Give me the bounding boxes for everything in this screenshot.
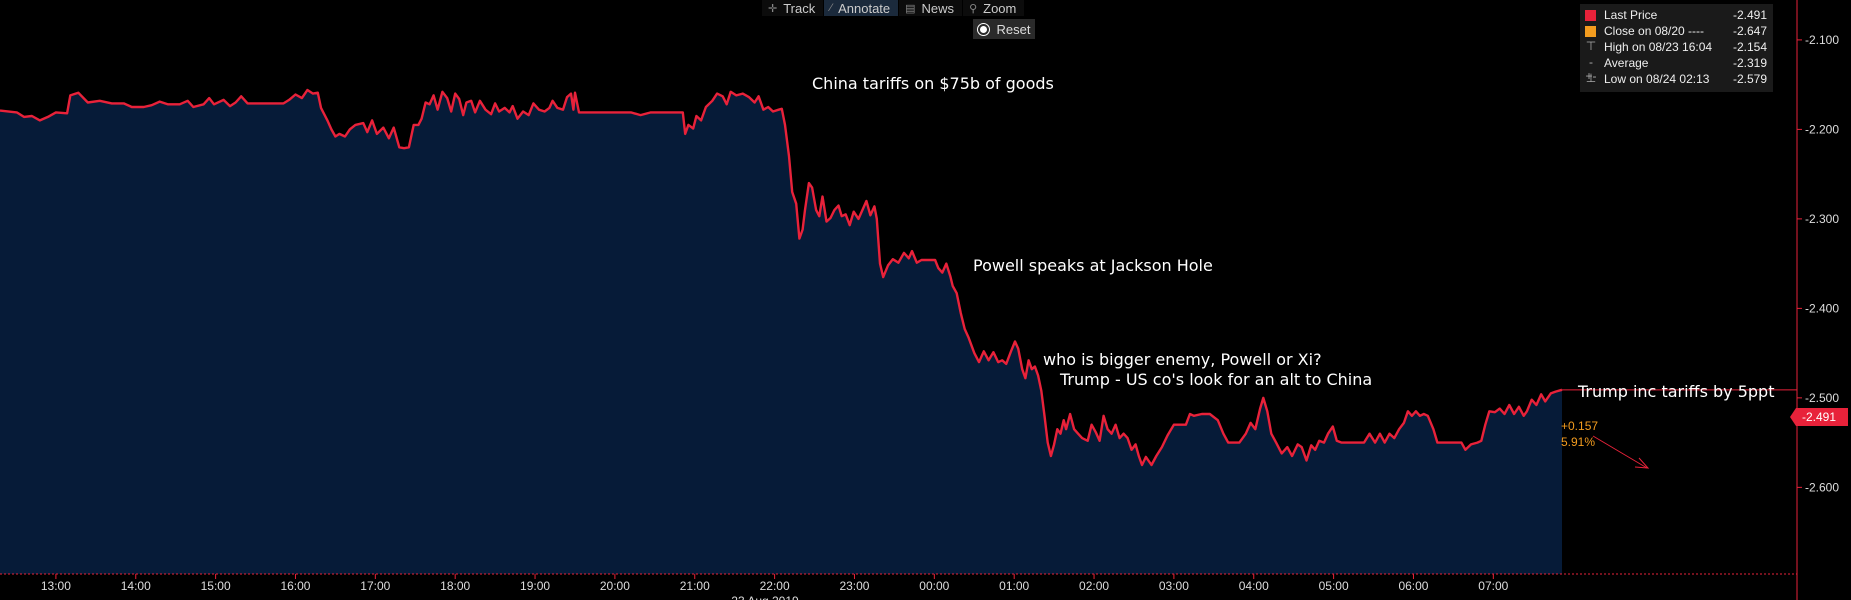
- annotation-china-tariffs[interactable]: China tariffs on $75b of goods: [812, 74, 1054, 93]
- crosshair-icon: ✛: [768, 2, 778, 15]
- arrow-shaft: [1592, 435, 1648, 469]
- x-tick-label: 17:00: [360, 579, 390, 593]
- annotate-label: Annotate: [838, 0, 891, 16]
- track-label: Track: [783, 0, 816, 16]
- price-area: [0, 90, 1562, 574]
- x-tick-label: 16:00: [280, 579, 310, 593]
- legend-row-high[interactable]: ⊤ High on 08/23 16:04 -2.154: [1580, 39, 1773, 55]
- annotation-powell-jackson-hole[interactable]: Powell speaks at Jackson Hole: [973, 256, 1213, 275]
- reset-label: Reset: [996, 21, 1031, 37]
- annotation-tariffs-5ppt[interactable]: Trump inc tariffs by 5ppt: [1578, 382, 1775, 401]
- price-line: [0, 88, 1563, 467]
- zoom-label: Zoom: [983, 0, 1017, 16]
- legend-name: Low on 08/24 02:13: [1604, 72, 1710, 86]
- annotate-button[interactable]: ⁄ Annotate: [824, 0, 899, 16]
- zoom-button[interactable]: ⚲ Zoom: [963, 0, 1025, 16]
- line-layer: [0, 88, 1563, 467]
- x-tick-label: 20:00: [600, 579, 630, 593]
- price-change-abs: +0.157: [1561, 419, 1599, 433]
- x-tick-label: 22:00: [760, 579, 790, 593]
- last-price-swatch: [1585, 10, 1596, 21]
- x-tick-label: 23:00: [839, 579, 869, 593]
- low-marker-icon: ⊥: [1585, 71, 1597, 85]
- legend-value: -2.319: [1732, 56, 1767, 70]
- reset-icon: [976, 22, 990, 36]
- legend-row-average[interactable]: -+- Average -2.319: [1580, 55, 1773, 83]
- x-tick-label: 00:00: [919, 579, 949, 593]
- high-marker-icon: ⊤: [1585, 39, 1597, 53]
- last-price-tag: -2.491: [1790, 408, 1848, 426]
- legend-value: -2.491: [1732, 8, 1767, 22]
- legend-row-low[interactable]: ⊥ Low on 08/24 02:13 -2.579: [1580, 71, 1773, 87]
- x-tick-label: 15:00: [201, 579, 231, 593]
- reset-button[interactable]: Reset: [973, 19, 1035, 39]
- legend-value: -2.154: [1732, 40, 1767, 54]
- x-tick-label: 14:00: [121, 579, 151, 593]
- x-tick-label: 06:00: [1398, 579, 1428, 593]
- x-date-label: 23 Aug 2019: [731, 594, 799, 600]
- legend-value: -2.647: [1732, 24, 1767, 38]
- annotation-us-cos-alt-china[interactable]: Trump - US co's look for an alt to China: [1060, 370, 1373, 389]
- x-tick-label: 05:00: [1319, 579, 1349, 593]
- y-tick-label: -2.100: [1805, 33, 1839, 47]
- legend-name: Close on 08/20 ----: [1604, 24, 1705, 38]
- average-marker-icon: -+-: [1585, 55, 1597, 83]
- track-button[interactable]: ✛ Track: [762, 0, 824, 16]
- news-label: News: [921, 0, 955, 16]
- legend-name: High on 08/23 16:04: [1604, 40, 1713, 54]
- legend-row-last-price[interactable]: Last Price -2.491: [1580, 7, 1773, 23]
- x-tick-label: 01:00: [999, 579, 1029, 593]
- x-tick-label: 18:00: [440, 579, 470, 593]
- news-icon: ▤: [905, 2, 916, 15]
- y-tick-label: -2.600: [1805, 480, 1839, 494]
- x-tick-label: 07:00: [1478, 579, 1508, 593]
- legend-panel: Last Price -2.491 Close on 08/20 ---- -2…: [1580, 4, 1773, 92]
- x-tick-label: 21:00: [680, 579, 710, 593]
- y-tick-label: -2.500: [1805, 391, 1839, 405]
- x-tick-label: 02:00: [1079, 579, 1109, 593]
- y-tick-label: -2.200: [1805, 122, 1839, 136]
- chart-toolbar: ✛ Track ⁄ Annotate ▤ News ⚲ Zoom: [762, 0, 1025, 16]
- y-tick-label: -2.400: [1805, 301, 1839, 315]
- y-tick-label: -2.300: [1805, 212, 1839, 226]
- arrow-head-icon: [1634, 457, 1650, 469]
- misc-layer: [1562, 389, 1797, 469]
- magnifier-icon: ⚲: [969, 2, 978, 15]
- legend-name: Average: [1604, 56, 1649, 70]
- close-swatch: [1585, 26, 1596, 37]
- area-layer: [0, 90, 1562, 574]
- legend-value: -2.579: [1732, 72, 1767, 86]
- x-tick-label: 04:00: [1239, 579, 1269, 593]
- x-tick-label: 03:00: [1159, 579, 1189, 593]
- legend-row-close[interactable]: Close on 08/20 ---- -2.647: [1580, 23, 1773, 39]
- news-button[interactable]: ▤ News: [899, 0, 963, 16]
- annotation-bigger-enemy[interactable]: who is bigger enemy, Powell or Xi?: [1043, 350, 1322, 369]
- x-tick-label: 13:00: [41, 579, 71, 593]
- x-tick-label: 19:00: [520, 579, 550, 593]
- pencil-icon: ⁄: [830, 2, 833, 14]
- price-change-pct: 5.91%: [1561, 435, 1596, 449]
- legend-name: Last Price: [1604, 8, 1658, 22]
